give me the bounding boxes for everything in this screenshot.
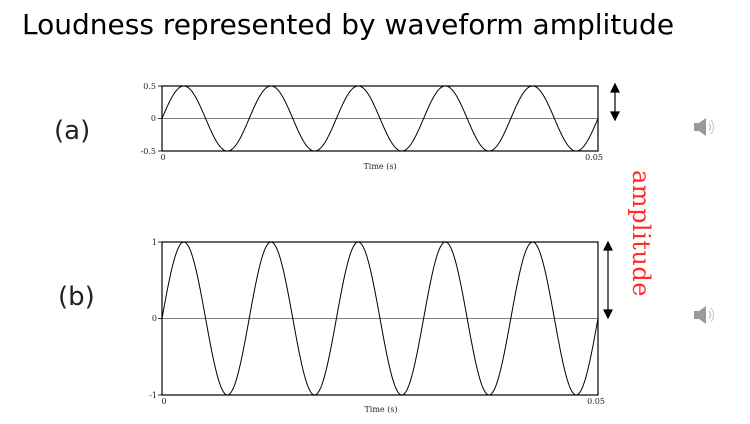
amplitude-arrow-a: [610, 82, 620, 122]
panel-label-a: (a): [54, 116, 91, 146]
chart-panel-b: 1 0 -1 0 0.05 Time (s): [149, 238, 605, 414]
speaker-icon[interactable]: [694, 118, 714, 136]
amplitude-annotation: amplitude: [627, 170, 655, 297]
xtick-label-b-end: 0.05: [587, 397, 605, 406]
amplitude-arrow-b: [603, 240, 613, 320]
xaxis-title-a: Time (s): [363, 162, 396, 171]
xtick-label-a-start: 0: [160, 153, 165, 162]
chart-panel-a: 0.5 0 -0.5 0 0.05 Time (s): [141, 82, 603, 171]
xaxis-title-b: Time (s): [364, 405, 397, 414]
ytick-label-a-top: 0.5: [143, 82, 156, 91]
ytick-label-b-bot: -1: [149, 391, 157, 400]
xtick-label-b-start: 0: [161, 397, 166, 406]
ytick-label-a-mid: 0: [151, 114, 156, 123]
speaker-icon[interactable]: [694, 306, 714, 324]
ytick-label-a-bot: -0.5: [141, 147, 156, 156]
panel-label-b: (b): [58, 282, 95, 312]
ytick-label-b-top: 1: [152, 238, 157, 247]
page-title: Loudness represented by waveform amplitu…: [22, 8, 675, 41]
xtick-label-a-end: 0.05: [585, 153, 603, 162]
waveform-series-b: [161, 241, 599, 396]
ytick-label-b-mid: 0: [152, 314, 157, 323]
waveform-series-a: [161, 85, 599, 152]
